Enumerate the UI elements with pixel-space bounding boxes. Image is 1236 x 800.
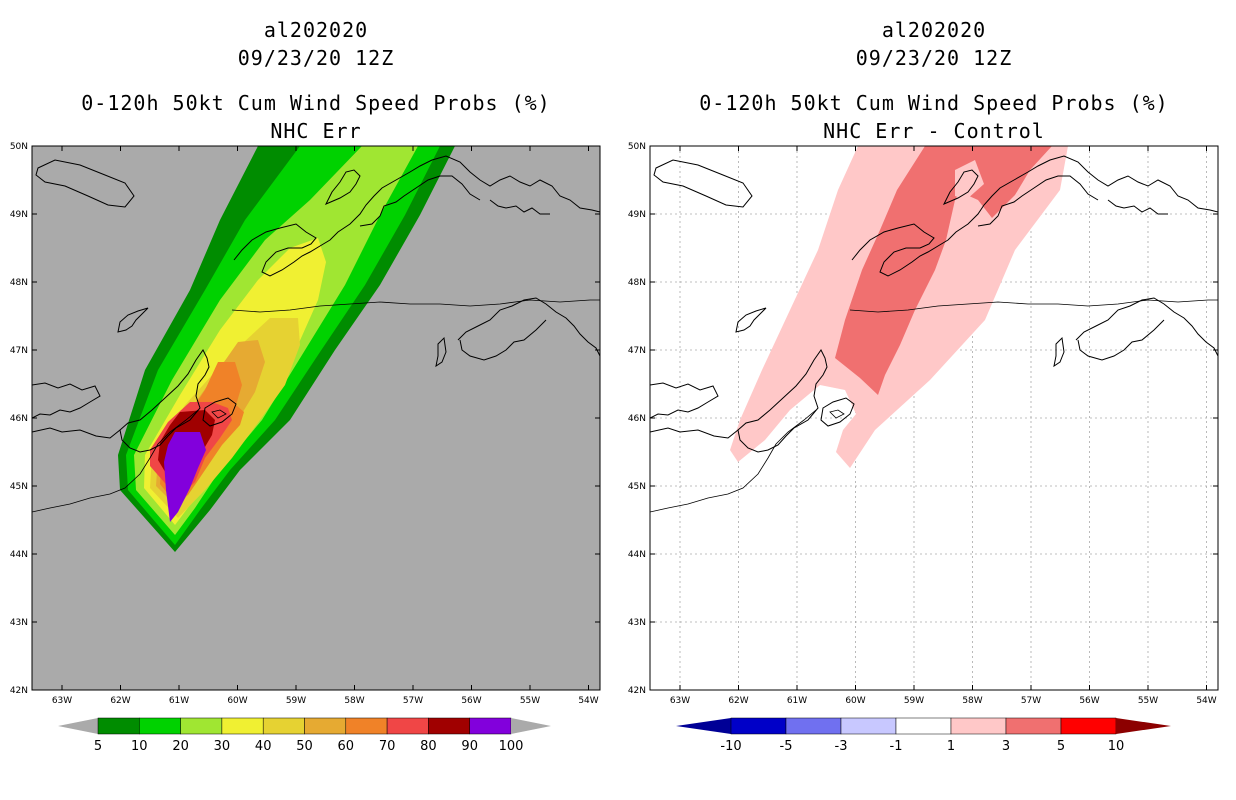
right-colorbar-label: -10	[720, 739, 741, 754]
right-lon-label: 59W	[904, 696, 924, 706]
right-lat-label: 44N	[628, 550, 646, 560]
left-lat-label: 47N	[10, 346, 28, 356]
left-lat-label: 50N	[10, 142, 28, 152]
right-axis-labels: 50N 49N 48N 47N 46N 45N 44N 43N 42N 63W 62W 61W 60W 5…	[628, 142, 1218, 706]
left-axis-labels: 50N 49N 48N 47N 46N 45N 44N 43N 42N 63W 62W 61W 60W 5…	[10, 142, 600, 706]
left-colorbar-swatch	[139, 717, 181, 735]
left-colorbar-label: 70	[379, 739, 396, 754]
right-colorbar-swatch	[785, 717, 842, 735]
left-colorbar-swatch	[469, 717, 512, 735]
left-colorbar-label: 40	[255, 739, 272, 754]
right-colorbar-under-arrow	[676, 718, 731, 734]
right-lat-label: 48N	[628, 278, 646, 288]
right-lat-label: 45N	[628, 482, 646, 492]
right-lon-label: 56W	[1079, 696, 1099, 706]
left-lon-label: 58W	[344, 696, 364, 706]
diff-5-to-10	[955, 160, 984, 200]
right-colorbar-label: -3	[835, 739, 848, 754]
left-colorbar-label: 90	[461, 739, 478, 754]
left-colorbar-swatch	[262, 717, 305, 735]
left-colorbar-swatch	[180, 717, 223, 735]
left-lon-label: 57W	[403, 696, 423, 706]
right-colorbar-swatch	[895, 717, 952, 735]
left-lon-label: 63W	[52, 696, 72, 706]
right-lon-label: 54W	[1196, 696, 1216, 706]
left-colorbar-swatch	[428, 717, 470, 735]
right-lon-label: 60W	[845, 696, 865, 706]
right-difference-contours	[730, 146, 1068, 468]
left-colorbar-label: 80	[420, 739, 437, 754]
left-colorbar-label: 20	[172, 739, 189, 754]
left-lon-label: 60W	[227, 696, 247, 706]
left-colorbar: 5 10 20 30 40 50 60 70 80 90 100	[58, 717, 551, 754]
left-storm-id: al202020	[263, 18, 369, 42]
left-colorbar-swatch	[304, 717, 347, 735]
right-colorbar-swatch	[730, 717, 787, 735]
left-colorbar-swatch	[221, 717, 264, 735]
left-lon-label: 55W	[520, 696, 540, 706]
diff-3-to-5	[835, 146, 1052, 395]
right-lon-label: 57W	[1021, 696, 1041, 706]
left-lat-label: 46N	[10, 414, 28, 424]
right-storm-id: al202020	[881, 18, 987, 42]
right-colorbar-label: 1	[947, 739, 955, 754]
left-colorbar-under-arrow	[58, 718, 98, 734]
right-lat-label: 47N	[628, 346, 646, 356]
left-lat-label: 45N	[10, 482, 28, 492]
left-map	[31, 145, 601, 691]
left-lon-label: 56W	[461, 696, 481, 706]
right-datetime: 09/23/20 12Z	[855, 46, 1013, 70]
right-colorbar-label: 5	[1057, 739, 1065, 754]
right-colorbar-swatch	[1060, 717, 1117, 735]
right-colorbar-over-arrow	[1116, 718, 1171, 734]
right-lat-label: 50N	[628, 142, 646, 152]
right-colorbar-swatch	[1005, 717, 1062, 735]
left-probability-contours	[32, 146, 600, 552]
right-product-title: 0-120h 50kt Cum Wind Speed Probs (%)	[699, 91, 1169, 115]
right-colorbar-label: -5	[780, 739, 793, 754]
right-colorbar: -10 -5 -3 -1 1 3 5 10	[676, 717, 1171, 754]
right-lon-label: 62W	[728, 696, 748, 706]
left-subtitle: NHC Err	[270, 119, 362, 143]
left-colorbar-over-arrow	[511, 718, 551, 734]
left-colorbar-swatch	[97, 717, 140, 735]
right-colorbar-label: 3	[1002, 739, 1010, 754]
right-lat-label: 49N	[628, 210, 646, 220]
left-lon-label: 61W	[169, 696, 189, 706]
contour-90	[164, 432, 206, 522]
left-lon-label: 54W	[578, 696, 598, 706]
left-colorbar-label: 100	[499, 739, 524, 754]
left-lon-label: 62W	[110, 696, 130, 706]
right-lat-label: 46N	[628, 414, 646, 424]
right-lon-label: 61W	[787, 696, 807, 706]
right-map	[649, 145, 1219, 691]
right-lon-label: 55W	[1138, 696, 1158, 706]
left-colorbar-label: 5	[94, 739, 102, 754]
left-lat-label: 48N	[10, 278, 28, 288]
right-lon-label: 58W	[962, 696, 982, 706]
left-lat-label: 44N	[10, 550, 28, 560]
left-lat-label: 42N	[10, 686, 28, 696]
left-datetime: 09/23/20 12Z	[237, 46, 395, 70]
right-colorbar-swatch	[950, 717, 1007, 735]
right-subtitle: NHC Err - Control	[823, 119, 1045, 143]
left-lat-label: 49N	[10, 210, 28, 220]
left-colorbar-label: 60	[338, 739, 355, 754]
left-colorbar-swatch	[386, 717, 429, 735]
right-colorbar-swatch	[840, 717, 897, 735]
right-lat-label: 43N	[628, 618, 646, 628]
left-lon-label: 59W	[286, 696, 306, 706]
left-colorbar-label: 30	[214, 739, 231, 754]
left-colorbar-swatch	[345, 717, 388, 735]
right-lon-label: 63W	[670, 696, 690, 706]
right-colorbar-label: -1	[890, 739, 903, 754]
left-product-title: 0-120h 50kt Cum Wind Speed Probs (%)	[81, 91, 551, 115]
left-lat-label: 43N	[10, 618, 28, 628]
right-lat-label: 42N	[628, 686, 646, 696]
left-colorbar-label: 50	[296, 739, 313, 754]
right-colorbar-label: 10	[1108, 739, 1125, 754]
left-colorbar-label: 10	[131, 739, 148, 754]
